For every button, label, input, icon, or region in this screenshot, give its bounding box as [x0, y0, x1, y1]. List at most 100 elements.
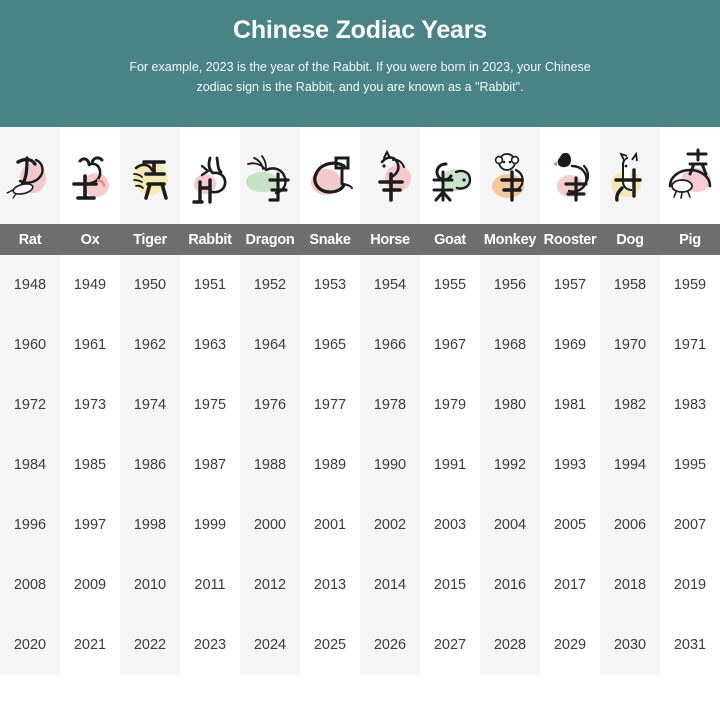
zodiac-label-ox: Ox [60, 224, 120, 255]
year-cell: 2028 [480, 615, 540, 675]
year-cell: 2014 [360, 555, 420, 615]
zodiac-rat-icon-glyph [6, 155, 46, 199]
table-row: 2020 2021 2022 2023 2024 2025 2026 2027 2028 2029… [0, 615, 720, 675]
year-cell: 1980 [480, 375, 540, 435]
zodiac-monkey-icon-glyph [492, 152, 524, 202]
year-cell: 1986 [120, 435, 180, 495]
year-cell: 1985 [60, 435, 120, 495]
year-cell: 1988 [240, 435, 300, 495]
table-row: 1972 1973 1974 1975 1976 1977 1978 1979 1980 1981… [0, 375, 720, 435]
zodiac-label-pig: Pig [660, 224, 720, 255]
zodiac-label-tiger: Tiger [120, 224, 180, 255]
year-cell: 1975 [180, 375, 240, 435]
year-cell: 1974 [120, 375, 180, 435]
zodiac-goat-icon-glyph [432, 162, 472, 201]
year-cell: 1953 [300, 255, 360, 315]
year-cell: 1972 [0, 375, 60, 435]
year-cell: 2013 [300, 555, 360, 615]
table-row: 1996 1997 1998 1999 2000 2001 2002 2003 2004 2005… [0, 495, 720, 555]
zodiac-label-dragon: Dragon [240, 224, 300, 255]
year-cell: 2019 [660, 555, 720, 615]
year-cell: 1993 [540, 435, 600, 495]
year-cell: 2022 [120, 615, 180, 675]
year-cell: 1999 [180, 495, 240, 555]
year-cell: 1998 [120, 495, 180, 555]
year-cell: 1971 [660, 315, 720, 375]
zodiac-label-rat: Rat [0, 224, 60, 255]
year-cell: 1995 [660, 435, 720, 495]
year-cell: 1966 [360, 315, 420, 375]
zodiac-dragon-icon-glyph [246, 154, 290, 202]
year-cell: 2020 [0, 615, 60, 675]
year-cell: 1976 [240, 375, 300, 435]
year-cell: 2003 [420, 495, 480, 555]
year-cell: 2009 [60, 555, 120, 615]
zodiac-tiger-icon-glyph [133, 159, 168, 200]
year-cell: 2001 [300, 495, 360, 555]
year-cell: 1996 [0, 495, 60, 555]
year-cell: 1949 [60, 255, 120, 315]
year-cell: 1961 [60, 315, 120, 375]
year-cell: 1990 [360, 435, 420, 495]
zodiac-label-rooster: Rooster [540, 224, 600, 255]
zodiac-dog-icon-glyph [611, 151, 642, 202]
year-cell: 1994 [600, 435, 660, 495]
table-head: Rat Ox Tiger Rabbit Dragon Snake Horse Goat Monk… [0, 127, 720, 255]
zodiac-monkey-icon [480, 127, 540, 224]
year-cell: 1958 [600, 255, 660, 315]
zodiac-horse-icon [360, 127, 420, 224]
year-cell: 1951 [180, 255, 240, 315]
year-cell: 1989 [300, 435, 360, 495]
year-cell: 1979 [420, 375, 480, 435]
page-title: Chinese Zodiac Years [233, 16, 487, 44]
zodiac-label-snake: Snake [300, 224, 360, 255]
zodiac-label-goat: Goat [420, 224, 480, 255]
zodiac-rabbit-icon [180, 127, 240, 224]
year-cell: 1962 [120, 315, 180, 375]
zodiac-rat-icon [0, 127, 60, 224]
year-cell: 1970 [600, 315, 660, 375]
zodiac-label-rabbit: Rabbit [180, 224, 240, 255]
year-cell: 2027 [420, 615, 480, 675]
zodiac-years-table: Rat Ox Tiger Rabbit Dragon Snake Horse Goat Monk… [0, 127, 720, 675]
year-cell: 1997 [60, 495, 120, 555]
year-cell: 1968 [480, 315, 540, 375]
zodiac-year-body: 1948 1949 1950 1951 1952 1953 1954 1955 1956 1957… [0, 255, 720, 675]
year-cell: 2018 [600, 555, 660, 615]
year-cell: 1983 [660, 375, 720, 435]
zodiac-rabbit-icon-glyph [192, 156, 227, 204]
zodiac-ox-icon [60, 127, 120, 224]
year-cell: 2011 [180, 555, 240, 615]
year-cell: 1960 [0, 315, 60, 375]
year-cell: 1967 [420, 315, 480, 375]
year-cell: 1963 [180, 315, 240, 375]
year-cell: 2023 [180, 615, 240, 675]
zodiac-goat-icon [420, 127, 480, 224]
zodiac-pig-icon [660, 127, 720, 224]
zodiac-rooster-icon-glyph [553, 152, 590, 202]
year-cell: 1948 [0, 255, 60, 315]
year-cell: 1978 [360, 375, 420, 435]
year-cell: 2006 [600, 495, 660, 555]
zodiac-rooster-icon [540, 127, 600, 224]
year-cell: 1957 [540, 255, 600, 315]
year-cell: 2025 [300, 615, 360, 675]
year-cell: 2007 [660, 495, 720, 555]
year-cell: 1969 [540, 315, 600, 375]
zodiac-label-horse: Horse [360, 224, 420, 255]
year-cell: 2002 [360, 495, 420, 555]
zodiac-icon-row [0, 127, 720, 224]
table-row: 1984 1985 1986 1987 1988 1989 1990 1991 1992 1993… [0, 435, 720, 495]
year-cell: 2016 [480, 555, 540, 615]
year-cell: 1959 [660, 255, 720, 315]
year-cell: 1982 [600, 375, 660, 435]
year-cell: 2017 [540, 555, 600, 615]
zodiac-horse-icon-glyph [378, 149, 411, 202]
zodiac-snake-icon [300, 127, 360, 224]
zodiac-snake-icon-glyph [311, 156, 353, 195]
table-row: 1948 1949 1950 1951 1952 1953 1954 1955 1956 1957… [0, 255, 720, 315]
year-cell: 1992 [480, 435, 540, 495]
year-cell: 1977 [300, 375, 360, 435]
zodiac-dragon-icon [240, 127, 300, 224]
year-cell: 1950 [120, 255, 180, 315]
